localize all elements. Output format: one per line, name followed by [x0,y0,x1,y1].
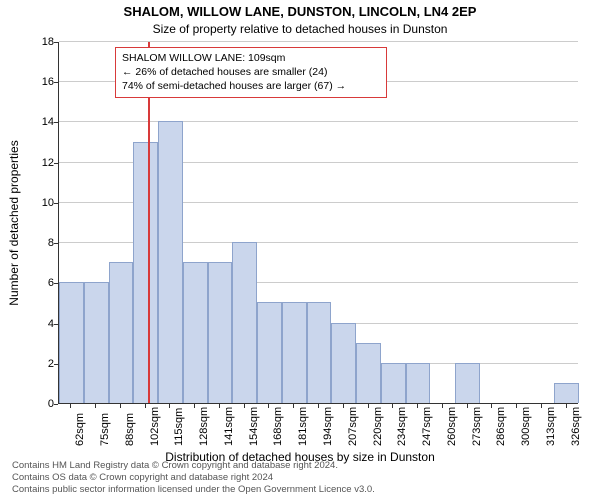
y-tick-mark [54,82,58,83]
y-tick-label: 16 [14,76,54,88]
x-tick-mark [145,404,146,408]
x-tick-mark [244,404,245,408]
chart-subtitle: Size of property relative to detached ho… [0,22,600,36]
x-tick-label: 88sqm [124,413,136,446]
x-tick-mark [95,404,96,408]
histogram-bar [307,302,332,403]
x-tick-label: 141sqm [223,407,235,446]
x-tick-label: 194sqm [322,407,334,446]
histogram-bar [158,121,183,403]
x-tick-mark [392,404,393,408]
x-tick-label: 273sqm [471,407,483,446]
histogram-bar [455,363,480,403]
x-tick-label: 168sqm [272,407,284,446]
histogram-bar [554,383,579,403]
x-tick-mark [343,404,344,408]
y-tick-label: 14 [14,116,54,128]
y-tick-label: 8 [14,237,54,249]
x-tick-label: 128sqm [198,407,210,446]
x-tick-mark [120,404,121,408]
footer-line-3: Contains public sector information licen… [12,484,375,496]
x-tick-mark [194,404,195,408]
y-tick-mark [54,324,58,325]
y-tick-mark [54,404,58,405]
x-tick-mark [516,404,517,408]
x-tick-mark [417,404,418,408]
y-tick-mark [54,364,58,365]
histogram-bar [331,323,356,403]
histogram-bar [232,242,257,403]
footer-line-1: Contains HM Land Registry data © Crown c… [12,460,375,472]
chart-container: SHALOM, WILLOW LANE, DUNSTON, LINCOLN, L… [0,0,600,500]
x-tick-label: 102sqm [149,407,161,446]
histogram-bar [282,302,307,403]
y-tick-label: 4 [14,318,54,330]
histogram-bar [133,142,158,403]
annotation-line-1: SHALOM WILLOW LANE: 109sqm [122,51,380,65]
x-tick-mark [467,404,468,408]
y-tick-mark [54,283,58,284]
y-tick-mark [54,163,58,164]
footer-attribution: Contains HM Land Registry data © Crown c… [12,460,375,496]
x-tick-mark [293,404,294,408]
x-tick-mark [318,404,319,408]
x-tick-mark [442,404,443,408]
x-tick-label: 286sqm [495,407,507,446]
x-tick-mark [491,404,492,408]
annotation-box: SHALOM WILLOW LANE: 109sqm ← 26% of deta… [115,47,387,98]
x-tick-label: 75sqm [99,413,111,446]
histogram-bar [257,302,282,403]
y-tick-mark [54,243,58,244]
x-tick-mark [368,404,369,408]
annotation-line-2: ← 26% of detached houses are smaller (24… [122,65,380,79]
x-tick-label: 115sqm [173,408,185,446]
y-tick-label: 0 [14,398,54,410]
histogram-bar [208,262,233,403]
histogram-bar [183,262,208,403]
x-tick-mark [268,404,269,408]
x-tick-label: 313sqm [545,407,557,446]
x-tick-label: 207sqm [347,407,359,446]
y-tick-mark [54,203,58,204]
x-tick-label: 260sqm [446,407,458,446]
grid-line [59,41,578,42]
y-tick-label: 2 [14,358,54,370]
x-tick-label: 326sqm [570,407,582,446]
histogram-bar [381,363,406,403]
y-tick-label: 12 [14,157,54,169]
y-tick-label: 10 [14,197,54,209]
annotation-line-3: 74% of semi-detached houses are larger (… [122,79,380,93]
chart-title: SHALOM, WILLOW LANE, DUNSTON, LINCOLN, L… [0,4,600,19]
x-tick-label: 300sqm [520,407,532,446]
histogram-bar [59,282,84,403]
x-tick-mark [566,404,567,408]
x-tick-label: 234sqm [396,407,408,446]
x-tick-label: 220sqm [372,407,384,446]
y-tick-label: 18 [14,36,54,48]
histogram-bar [109,262,134,403]
y-tick-mark [54,122,58,123]
x-tick-label: 62sqm [74,413,86,446]
x-tick-mark [70,404,71,408]
histogram-bar [356,343,381,403]
x-tick-label: 154sqm [248,407,260,446]
x-tick-label: 247sqm [421,407,433,446]
footer-line-2: Contains OS data © Crown copyright and d… [12,472,375,484]
grid-line [59,121,578,122]
x-tick-mark [219,404,220,408]
y-tick-mark [54,42,58,43]
y-tick-label: 6 [14,277,54,289]
x-tick-label: 181sqm [297,407,309,446]
x-tick-mark [541,404,542,408]
histogram-bar [406,363,431,403]
histogram-bar [84,282,109,403]
x-tick-mark [169,404,170,408]
